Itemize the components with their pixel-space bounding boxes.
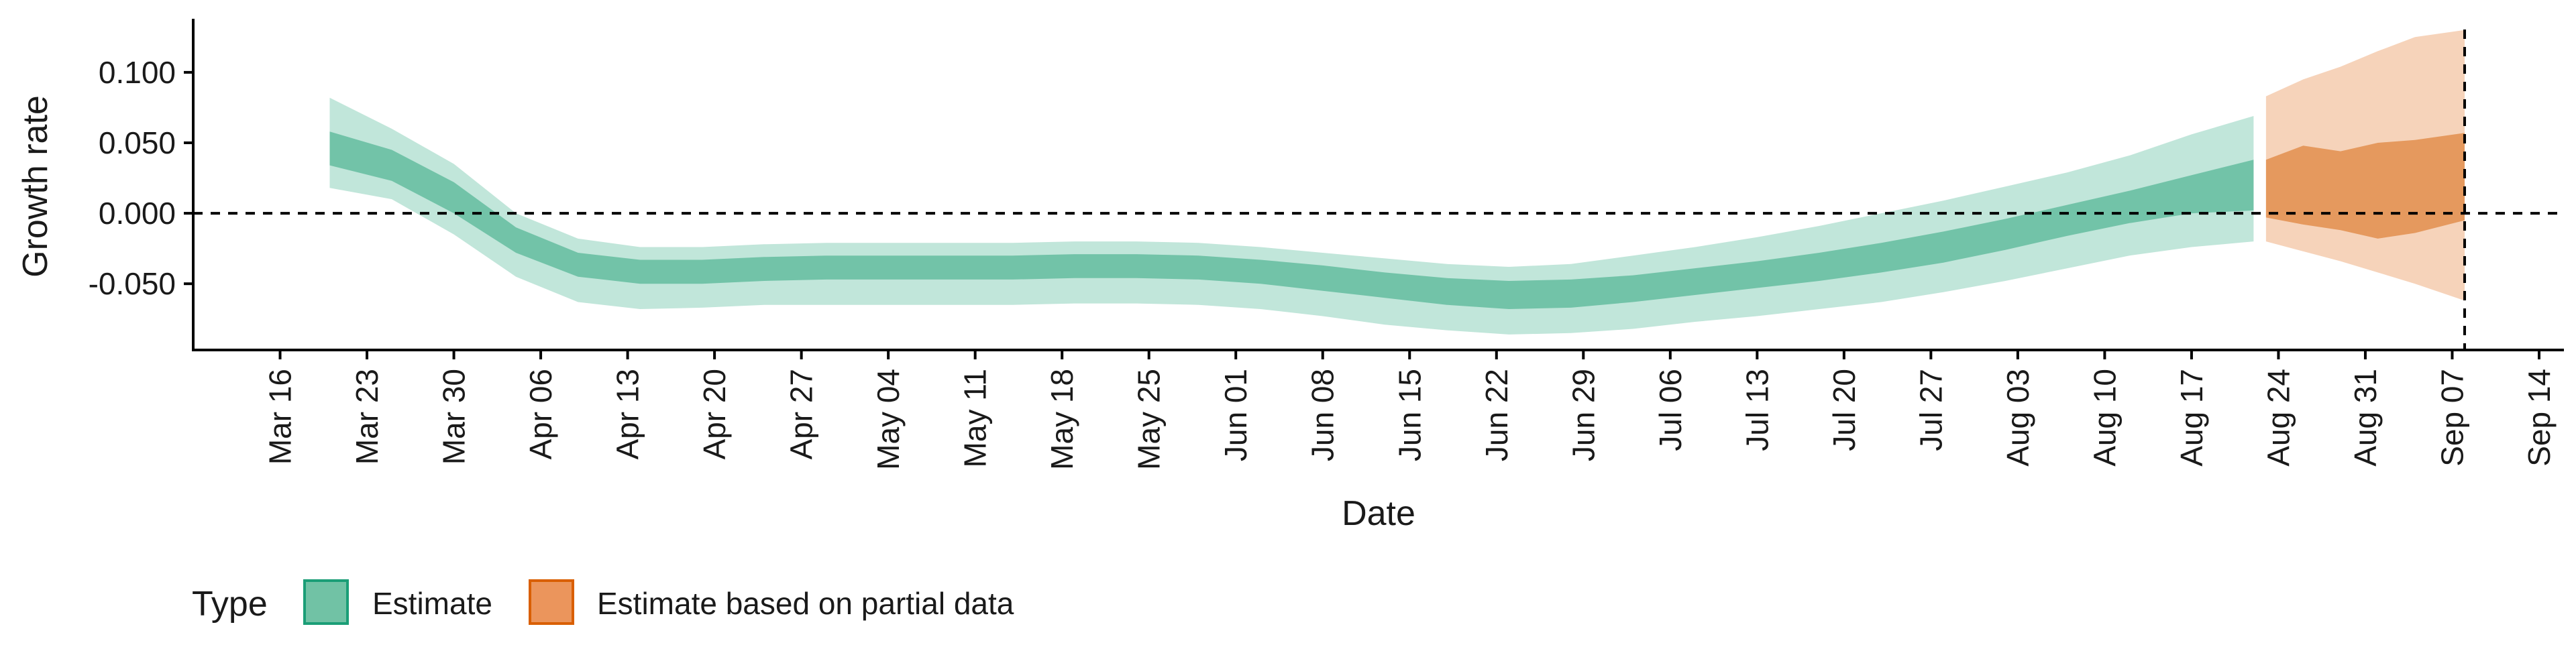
x-tick-label: Mar 30 [437,369,472,465]
x-tick-label: Jun 15 [1392,369,1427,461]
x-tick-label: May 25 [1132,369,1167,470]
x-tick-label: Jul 13 [1739,369,1774,451]
x-tick-label: Aug 10 [2087,369,2122,467]
x-tick-label: Mar 23 [350,369,384,465]
x-tick-label: May 18 [1044,369,1079,470]
y-tick-label: 0.000 [99,196,176,231]
x-tick-label: Mar 16 [263,369,298,465]
x-tick-label: Aug 24 [2261,369,2296,467]
legend-label-partial-data: Estimate based on partial data [597,586,1014,621]
x-tick-label: Jul 20 [1827,369,1862,451]
ticks: -0.050 0.000 0.050 0.100 Mar 16 Mar 23 Mar 30 A… [89,55,2557,470]
x-tick-label: Apr 27 [784,369,819,460]
x-tick-label: May 04 [871,369,906,470]
x-tick-label: Jul 06 [1653,369,1688,451]
legend: Type Estimate Estimate based on partial d… [192,579,1014,625]
x-tick-label: Sep 07 [2435,369,2470,467]
legend-key-estimate [303,579,349,625]
estimate-inner-band [329,131,2254,309]
x-axis-title: Date [1342,494,1415,533]
y-axis-title: Growth rate [16,95,55,278]
legend-label-estimate: Estimate [372,586,492,621]
x-tick-label: Apr 20 [697,369,732,460]
x-tick-label: Apr 13 [610,369,645,460]
y-tick-label: -0.050 [89,266,176,301]
x-tick-label: Jun 22 [1479,369,1514,461]
y-tick-label: 0.050 [99,125,176,160]
bands-layer [329,30,2465,335]
axes [192,19,2564,351]
x-tick-label: Aug 31 [2348,369,2383,467]
x-tick-label: Jun 01 [1218,369,1253,461]
legend-items: Estimate Estimate based on partial data [303,579,1014,625]
y-tick-label: 0.100 [99,55,176,90]
estimate-based-on-partial-data-inner-band [2265,133,2465,239]
x-tick-label: Jun 29 [1566,369,1601,461]
x-tick-label: Aug 03 [2000,369,2035,467]
x-tick-label: Aug 17 [2174,369,2209,467]
x-tick-label: Jul 27 [1913,369,1948,451]
x-tick-label: May 11 [958,369,993,467]
legend-key-partial-data [529,579,574,625]
reference-lines [193,30,2564,350]
legend-title: Type [192,585,268,624]
x-tick-label: Apr 06 [523,369,558,460]
x-tick-label: Sep 14 [2522,369,2557,467]
estimate-outer-band [329,97,2254,335]
x-tick-label: Jun 08 [1305,369,1340,461]
